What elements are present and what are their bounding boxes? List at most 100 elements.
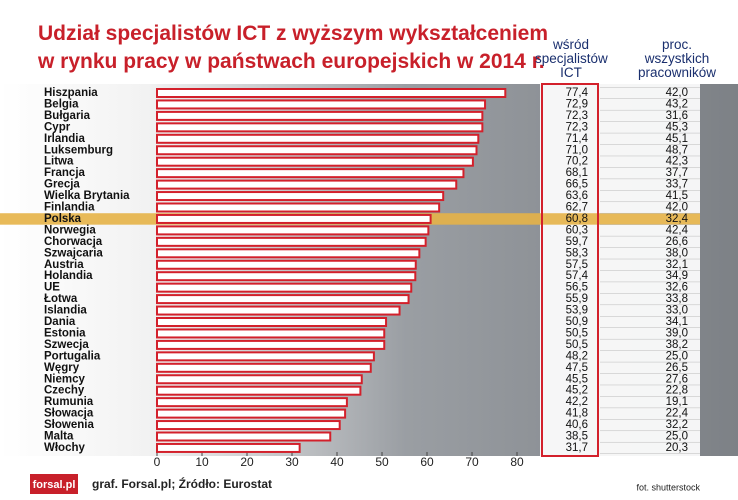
value-label: 71,4	[566, 133, 589, 145]
value-label: 45,1	[666, 133, 688, 145]
value-label: 32,2	[666, 419, 688, 431]
value-label: 33,8	[666, 293, 688, 305]
bar	[156, 225, 430, 236]
x-tick-label: 50	[375, 455, 389, 469]
value-label: 25,0	[666, 431, 688, 443]
value-label: 62,7	[566, 202, 588, 214]
column-box	[541, 83, 599, 457]
value-label: 39,0	[666, 327, 688, 339]
value-label: 26,6	[666, 236, 688, 248]
category-label: Austria	[44, 259, 84, 271]
value-label: 27,6	[666, 373, 688, 385]
bar	[156, 420, 341, 431]
value-label: 33,7	[666, 179, 688, 191]
bar	[156, 213, 432, 224]
value-label: 37,7	[666, 167, 688, 179]
category-label: Łotwa	[44, 293, 78, 305]
value-label: 32,4	[666, 213, 689, 225]
value-label: 22,8	[666, 385, 688, 397]
x-tick-label: 30	[285, 455, 299, 469]
value-label: 48,7	[666, 144, 688, 156]
value-label: 55,9	[566, 293, 588, 305]
category-label: Belgia	[44, 98, 79, 110]
category-label: Szwajcaria	[44, 247, 103, 259]
value-label: 60,8	[566, 213, 588, 225]
value-label: 71,0	[566, 144, 588, 156]
value-label: 38,5	[566, 431, 588, 443]
value-label: 45,5	[566, 373, 588, 385]
value-label: 42,0	[666, 202, 688, 214]
category-label: Francja	[44, 167, 86, 179]
value-label: 41,5	[666, 190, 688, 202]
category-label: Rumunia	[44, 396, 94, 408]
value-label: 38,2	[666, 339, 688, 351]
value-label: 72,3	[566, 110, 588, 122]
bar	[156, 145, 478, 156]
value-label: 57,5	[566, 259, 588, 271]
bar	[156, 385, 362, 396]
bar	[156, 99, 487, 110]
value-label: 72,3	[566, 121, 588, 133]
value-label: 20,3	[666, 442, 688, 454]
value-label: 63,6	[566, 190, 588, 202]
category-label: Czechy	[44, 385, 85, 397]
value-label: 22,4	[666, 408, 689, 420]
category-label: Portugalia	[44, 350, 101, 362]
value-label: 48,2	[566, 350, 588, 362]
value-label: 25,0	[666, 350, 688, 362]
logo-box	[30, 474, 78, 494]
value-label: 60,3	[566, 224, 588, 236]
value-label: 34,9	[666, 270, 688, 282]
logo: forsal.pl	[33, 479, 76, 491]
bar	[156, 271, 417, 282]
category-label: Wielka Brytania	[44, 190, 130, 202]
value-label: 70,2	[566, 156, 588, 168]
value-label: 47,5	[566, 362, 588, 374]
x-tick-label: 40	[330, 455, 344, 469]
value-label: 31,7	[566, 442, 588, 454]
value-label: 57,4	[566, 270, 589, 282]
value-label: 72,9	[566, 98, 588, 110]
value-label: 26,5	[666, 362, 688, 374]
category-label: Grecja	[44, 179, 80, 191]
category-label: Chorwacja	[44, 236, 103, 248]
bar	[156, 179, 458, 190]
category-label: Hiszpania	[44, 87, 98, 99]
bar	[156, 397, 348, 408]
x-tick-label: 80	[510, 455, 524, 469]
bar	[156, 191, 445, 202]
x-tick-label: 0	[154, 455, 161, 469]
value-label: 32,6	[666, 282, 688, 294]
value-label: 42,0	[666, 87, 688, 99]
bar	[156, 110, 484, 121]
bar	[156, 259, 417, 270]
bar	[156, 88, 507, 98]
value-label: 56,5	[566, 282, 588, 294]
value-label: 50,5	[566, 339, 588, 351]
bar	[156, 339, 386, 350]
category-label: Niemcy	[44, 373, 86, 385]
bar	[156, 431, 332, 442]
value-label: 45,2	[566, 385, 588, 397]
bar	[156, 305, 401, 316]
value-label: 42,2	[566, 396, 588, 408]
value-label: 43,2	[666, 98, 688, 110]
category-label: Irlandia	[44, 133, 86, 145]
x-tick-label: 10	[195, 455, 209, 469]
category-label: Islandia	[44, 305, 87, 317]
source: graf. Forsal.pl; Źródło: Eurostat	[92, 476, 272, 491]
category-label: Litwa	[44, 156, 74, 168]
bar	[156, 168, 465, 179]
bar	[156, 248, 421, 259]
value-label: 32,1	[666, 259, 688, 271]
category-label: Słowenia	[44, 419, 94, 431]
table-background	[540, 84, 700, 456]
credit: fot. shutterstock	[636, 482, 700, 492]
x-tick-label: 20	[240, 455, 254, 469]
bar	[156, 282, 413, 293]
bar	[156, 408, 347, 419]
bar	[156, 374, 363, 385]
value-label: 41,8	[566, 408, 588, 420]
